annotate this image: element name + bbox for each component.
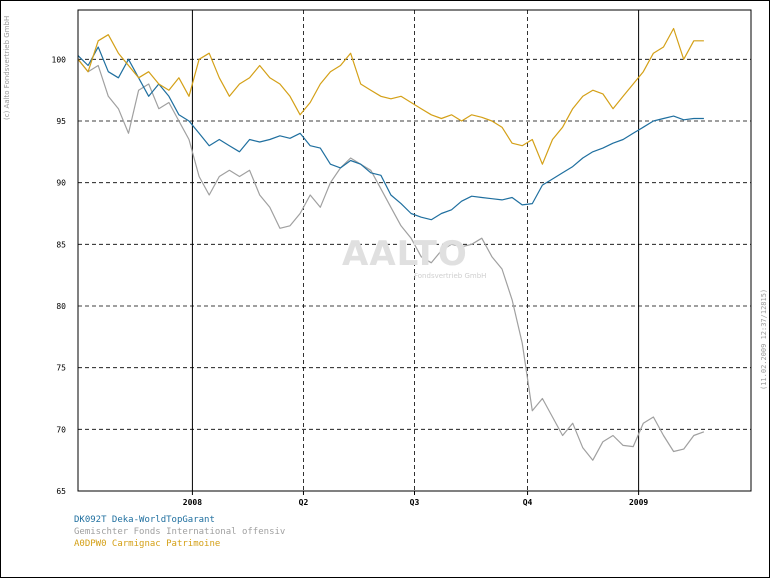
legend-entry-gemischter: Gemischter Fonds International offensiv [74, 527, 286, 537]
y-tick-label-65: 65 [56, 487, 66, 496]
y-tick-label-90: 90 [56, 179, 66, 188]
series-line-gemischter-fonds-international-offensiv [77, 58, 705, 461]
legend-entry-deka: DK092T Deka-WorldTopGarant [74, 515, 215, 525]
date-stamp: (11.02.2009 12:37/12815) [760, 288, 768, 390]
watermark-logo: AALTO [342, 234, 468, 274]
y-tick-label-75: 75 [56, 364, 66, 373]
x-tick-label-2009: 2009 [629, 498, 648, 507]
axis-labels: 65 70 75 80 85 90 95 100 2008 Q2 Q3 Q4 2009 [52, 55, 649, 507]
x-tick-label-2008: 2008 [183, 498, 202, 507]
legend: DK092T Deka-WorldTopGarant Gemischter Fo… [74, 514, 285, 550]
series-layer [77, 27, 705, 461]
legend-entry-carmignac: A0DPW0 Carmignac Patrimoine [74, 539, 221, 549]
grid [78, 10, 751, 495]
y-tick-label-80: 80 [56, 302, 66, 311]
x-tick-label-q3: Q3 [410, 498, 420, 507]
x-tick-label-q2: Q2 [299, 498, 309, 507]
series-line-a0dpw0-carmignac-patrimoine [77, 27, 704, 165]
y-tick-label-95: 95 [56, 117, 66, 126]
y-tick-label-70: 70 [56, 425, 66, 434]
y-tick-label-100: 100 [52, 55, 67, 64]
plot-border [77, 9, 752, 492]
watermark-subtitle: Fondsvertrieb GmbH [414, 272, 487, 280]
series-line-dk092t-deka-worldtopgarant [77, 46, 704, 221]
x-tick-label-q4: Q4 [523, 498, 533, 507]
y-tick-label-85: 85 [56, 240, 66, 249]
copyright-text: (c) Aalto Fondsvertrieb GmbH [3, 15, 11, 120]
